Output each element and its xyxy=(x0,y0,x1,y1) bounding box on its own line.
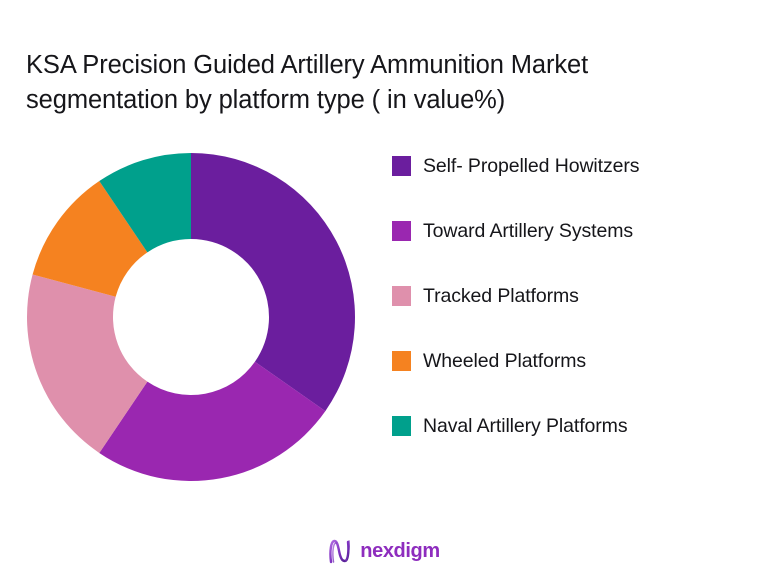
legend-swatch-icon xyxy=(392,416,411,436)
donut-slice[interactable]: Naval Artillery Platforms: 9% xyxy=(99,153,191,253)
legend-item-label: Naval Artillery Platforms xyxy=(423,414,628,437)
legend-item-label: Tracked Platforms xyxy=(423,284,579,307)
donut-slice[interactable]: Toward Artillery Systems: 25% xyxy=(99,361,326,481)
legend-item[interactable]: Self- Propelled Howitzers xyxy=(392,155,722,177)
donut-chart-svg: Self- Propelled Howitzers: 35%Toward Art… xyxy=(26,153,355,481)
legend-item[interactable]: Toward Artillery Systems xyxy=(392,220,722,242)
legend-swatch-icon xyxy=(392,221,411,241)
legend-swatch-icon xyxy=(392,351,411,371)
chart-legend: Self- Propelled Howitzers Toward Artiller… xyxy=(392,155,722,480)
donut-slice[interactable]: Tracked Platforms: 20% xyxy=(26,274,148,453)
donut-slice[interactable]: Wheeled Platforms: 11% xyxy=(32,181,148,297)
chart-title: KSA Precision Guided Artillery Ammunitio… xyxy=(26,51,589,114)
legend-item-label: Self- Propelled Howitzers xyxy=(423,154,640,177)
legend-item-label: Toward Artillery Systems xyxy=(423,219,633,242)
legend-item-label: Wheeled Platforms xyxy=(423,349,587,372)
brand-logo: nexdigm xyxy=(0,537,767,565)
nexdigm-mark-icon xyxy=(329,539,351,564)
donut-chart: Self- Propelled Howitzers: 35%Toward Art… xyxy=(0,140,385,500)
legend-item[interactable]: Naval Artillery Platforms xyxy=(392,415,722,437)
donut-slice[interactable]: Self- Propelled Howitzers: 35% xyxy=(191,153,355,412)
legend-item[interactable]: Tracked Platforms xyxy=(392,285,722,307)
brand-name: nexdigm xyxy=(360,539,440,562)
legend-item[interactable]: Wheeled Platforms xyxy=(392,350,722,372)
legend-swatch-icon xyxy=(392,156,411,176)
legend-swatch-icon xyxy=(392,286,411,306)
